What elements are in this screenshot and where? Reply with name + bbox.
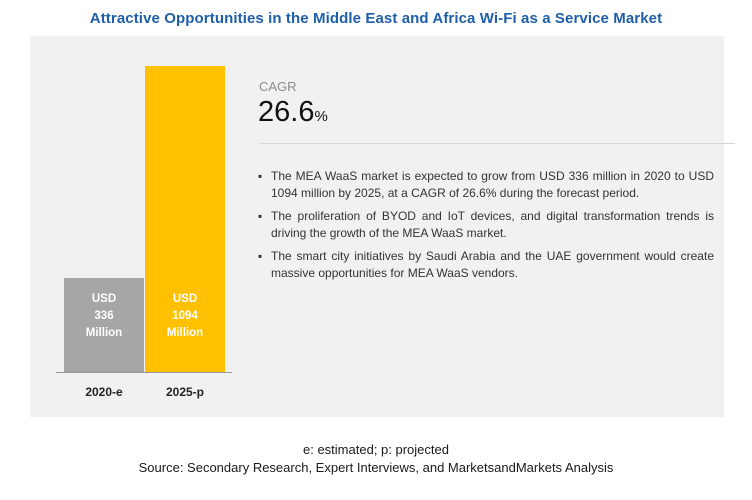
chart-title: Attractive Opportunities in the Middle E… <box>89 10 663 27</box>
bar-2020-e <box>64 278 144 372</box>
bar-2025-p <box>145 66 225 372</box>
bar-value-label: USD 1094 Million <box>167 293 203 339</box>
insight-text: The MEA WaaS market is expected to grow … <box>271 169 714 200</box>
bar-value-label: USD 336 Million <box>86 293 122 339</box>
cagr-number: 26.6 <box>258 96 315 128</box>
category-label: 2020-e <box>85 385 123 399</box>
insight-text: The smart city initiatives by Saudi Arab… <box>271 249 714 280</box>
insight-text: The proliferation of BYOD and IoT device… <box>271 209 714 240</box>
bullet-icon: ▪ <box>258 249 263 264</box>
cagr-value: 26.6% <box>258 96 328 129</box>
category-label: 2025-p <box>166 385 204 399</box>
bullet-icon: ▪ <box>258 209 263 224</box>
insight-item: ▪ The smart city initiatives by Saudi Ara… <box>258 248 714 281</box>
cagr-divider <box>259 143 735 144</box>
source-note: Source: Secondary Research, Expert Inter… <box>138 460 614 475</box>
footnote: e: estimated; p: projected <box>303 442 449 457</box>
insight-item: ▪ The MEA WaaS market is expected to grow… <box>258 168 714 201</box>
bullet-icon: ▪ <box>258 169 263 183</box>
cagr-percent-sign: % <box>314 108 328 125</box>
insight-list: ▪ The MEA WaaS market is expected to grow… <box>258 168 714 289</box>
insight-item: ▪ The proliferation of BYOD and IoT devic… <box>258 208 714 241</box>
cagr-label: CAGR <box>259 79 297 94</box>
